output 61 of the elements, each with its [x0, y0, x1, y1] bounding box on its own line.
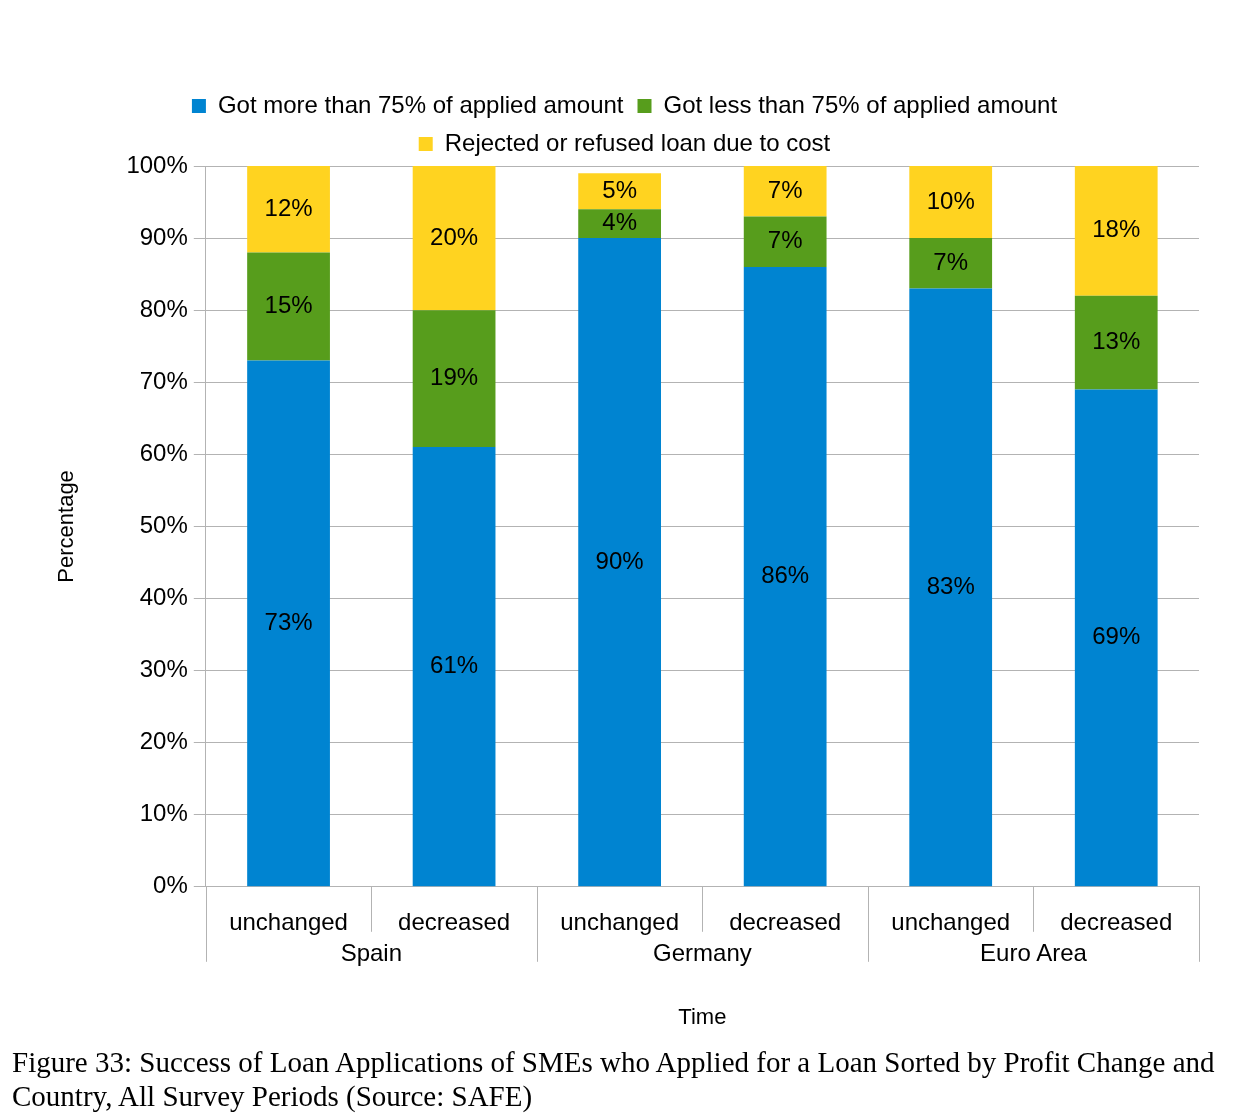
data-label: 69%	[1092, 622, 1141, 650]
y-tick-label: 30%	[139, 655, 188, 683]
bar	[1074, 389, 1158, 887]
x-tick-label: decreased	[729, 907, 842, 935]
x-tick-label: unchanged	[560, 907, 680, 935]
bar	[1074, 295, 1158, 390]
data-label: 15%	[264, 291, 313, 319]
bar	[247, 360, 330, 887]
x-tick-label: decreased	[1060, 907, 1173, 935]
data-label: 18%	[1092, 215, 1141, 243]
y-tick-label: 100%	[126, 150, 188, 178]
data-label: 61%	[430, 651, 479, 679]
data-label: 86%	[761, 561, 810, 589]
x-tick-label: decreased	[398, 907, 511, 935]
bar	[1074, 166, 1158, 296]
data-label: 5%	[602, 175, 637, 203]
y-tick-label: 40%	[139, 583, 188, 611]
data-label: 20%	[430, 222, 479, 250]
bar	[578, 173, 662, 210]
data-label: 10%	[926, 186, 975, 214]
x-tick-label: unchanged	[229, 907, 348, 935]
x-tick-label: unchanged	[891, 907, 1011, 935]
data-label: 12%	[264, 193, 313, 221]
legend-label: Got less than 75% of applied amount	[663, 90, 1058, 118]
text: Germany	[653, 939, 752, 967]
bar	[412, 310, 496, 448]
y-tick-label: 0%	[153, 871, 188, 899]
data-label: 83%	[926, 572, 975, 600]
bar	[578, 238, 662, 887]
y-axis-title: Percentage	[53, 470, 79, 583]
y-tick-label: 50%	[139, 511, 188, 539]
data-label: 73%	[264, 608, 313, 636]
y-tick-label: 80%	[139, 294, 188, 322]
legend-label: Got more than 75% of applied amount	[217, 90, 624, 118]
data-label: 4%	[602, 208, 637, 236]
data-label: 19%	[430, 363, 479, 391]
data-label: 90%	[595, 546, 644, 574]
text: Spain	[340, 939, 403, 967]
text: Figure 33: Success of Loan Applications of SMEs who Applied for a Loan Sorted by Profit Change and Country, All Survey Periods (Source: SAFE)	[12, 1045, 1216, 1113]
y-tick-label: 90%	[139, 222, 188, 250]
bar	[247, 166, 330, 253]
bar	[909, 238, 993, 289]
x-axis-title: Time	[678, 1003, 727, 1029]
bar	[743, 266, 827, 887]
y-tick-label: 60%	[139, 438, 188, 466]
bar	[909, 166, 993, 239]
y-tick-label: 10%	[139, 799, 188, 827]
data-label: 13%	[1092, 327, 1141, 355]
text: Euro Area	[980, 939, 1088, 967]
bar	[743, 216, 827, 267]
bar	[412, 166, 496, 311]
y-tick-label: 70%	[139, 366, 188, 394]
data-label: 7%	[933, 247, 969, 275]
legend-label: Rejected or refused loan due to cost	[444, 128, 831, 156]
bar	[247, 252, 330, 361]
data-label: 7%	[767, 175, 803, 203]
data-label: 7%	[767, 226, 803, 254]
bar	[909, 288, 993, 887]
bar	[743, 166, 827, 217]
bar	[412, 447, 496, 887]
y-tick-label: 20%	[139, 727, 188, 755]
